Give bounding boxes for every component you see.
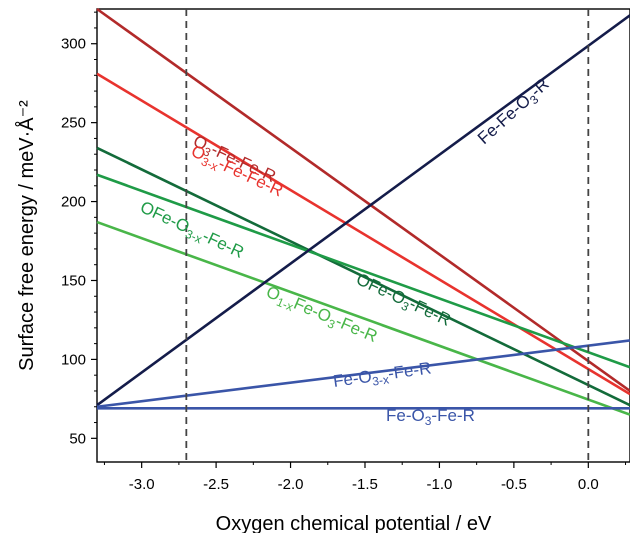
- x-tick-label: -1.0: [427, 476, 453, 493]
- series-label-8: Fe-O3-Fe-R: [386, 406, 475, 428]
- x-tick-label: -1.5: [352, 476, 378, 493]
- y-tick-label: 150: [61, 272, 86, 289]
- series-label-5: O1-xFe-O3-Fe-R: [262, 282, 380, 349]
- series-line-6: [96, 14, 630, 407]
- series-label-6: Fe-Fe-O3-R: [474, 74, 555, 150]
- reference-lines: [185, 9, 590, 462]
- series-line-2: [96, 72, 630, 396]
- x-axis-title: Oxygen chemical potential / eV: [216, 513, 492, 533]
- y-tick-label: 100: [61, 351, 86, 368]
- y-tick-label: 300: [61, 36, 86, 53]
- series-label-7: Fe-O3-x-Fe-R: [332, 358, 433, 394]
- y-tick-label: 250: [61, 115, 86, 132]
- plot-frame: [96, 8, 630, 463]
- x-tick-label: 0.0: [578, 476, 599, 493]
- y-tick-label: 200: [61, 194, 86, 211]
- y-axis: 50 100 150 200 250 300: [61, 11, 97, 447]
- x-tick-label: -2.0: [278, 476, 304, 493]
- series-labels: O3-Fe-Fe-RO3-x-Fe-Fe-ROFe-O3-Fe-ROFe-O3-…: [137, 74, 555, 428]
- x-tick-label: -0.5: [501, 476, 527, 493]
- x-tick-label: -2.5: [203, 476, 229, 493]
- x-tick-label: -3.0: [129, 476, 155, 493]
- y-axis-title: Surface free energy / meV·Å⁻²: [15, 100, 38, 371]
- x-axis: -3.0 -2.5 -2.0 -1.5 -1.0 -0.5 0.0: [103, 462, 627, 493]
- y-tick-label: 50: [69, 430, 86, 447]
